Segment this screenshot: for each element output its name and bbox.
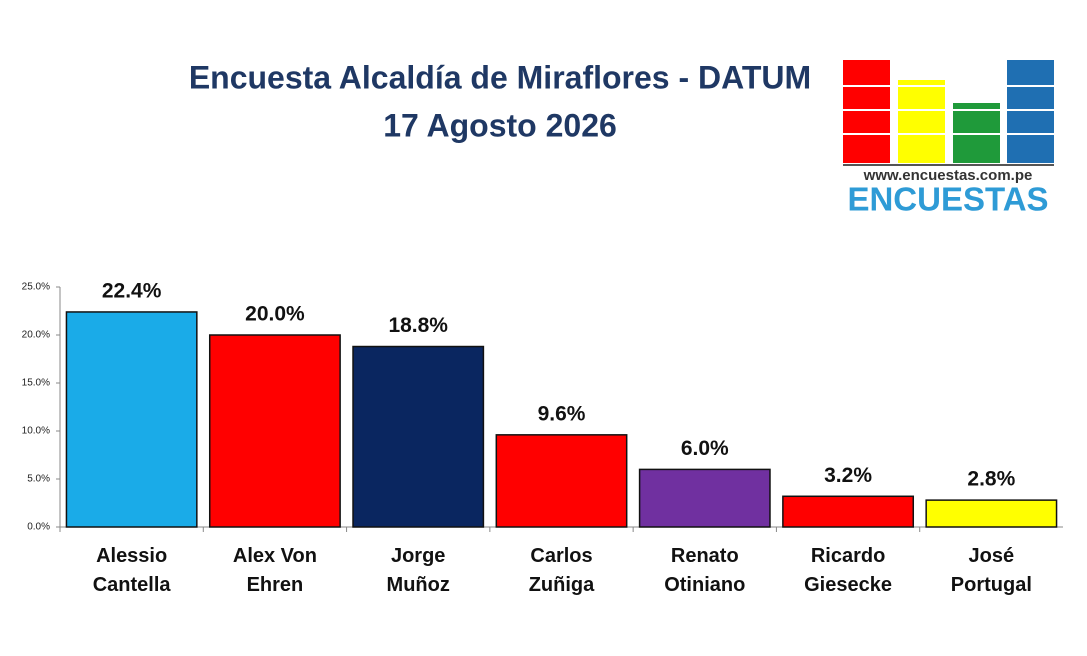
y-tick-label: 25.0% — [22, 282, 50, 293]
bar — [782, 495, 915, 528]
logo-url: www.encuestas.com.pe — [863, 167, 1033, 184]
x-tick-label: Renato Otiniano — [664, 545, 746, 596]
x-tick-label: Alex Von Ehren — [232, 545, 317, 596]
chart-subtitle: 17 Agosto 2026 — [383, 107, 617, 143]
bar — [638, 468, 771, 528]
data-label: 2.8% — [967, 468, 1015, 491]
x-tick-label: José Portugal — [950, 545, 1032, 596]
bar — [352, 345, 485, 528]
y-tick-label: 10.0% — [22, 426, 50, 437]
x-tick-label: Ricardo Giesecke — [804, 545, 892, 596]
data-label: 3.2% — [824, 464, 872, 487]
y-tick-label: 15.0% — [22, 378, 50, 389]
chart-title: Encuesta Alcaldía de Miraflores - DATUM — [189, 59, 811, 95]
data-label: 18.8% — [388, 314, 448, 337]
logo-lines — [840, 85, 1057, 135]
x-tick-label: Alessio Cantella — [92, 545, 171, 596]
bar — [65, 311, 198, 528]
data-label: 9.6% — [538, 402, 586, 425]
logo-bar — [843, 60, 890, 163]
bar — [495, 434, 628, 528]
logo-bar — [898, 80, 945, 163]
bar — [208, 334, 341, 528]
logo-name: ENCUESTAS — [847, 181, 1048, 218]
data-label: 22.4% — [102, 280, 162, 303]
y-tick-label: 20.0% — [22, 330, 50, 341]
logo-bar — [1007, 60, 1054, 163]
y-tick-label: 5.0% — [27, 474, 50, 485]
x-tick-label: Carlos Zuñiga — [528, 545, 595, 596]
bar — [925, 499, 1058, 528]
data-label: 6.0% — [681, 437, 729, 460]
logo: www.encuestas.com.pe ENCUESTAS — [840, 60, 1057, 218]
x-tick-label: Jorge Muñoz — [386, 545, 450, 596]
data-label: 20.0% — [245, 303, 305, 326]
y-tick-label: 0.0% — [27, 522, 50, 533]
